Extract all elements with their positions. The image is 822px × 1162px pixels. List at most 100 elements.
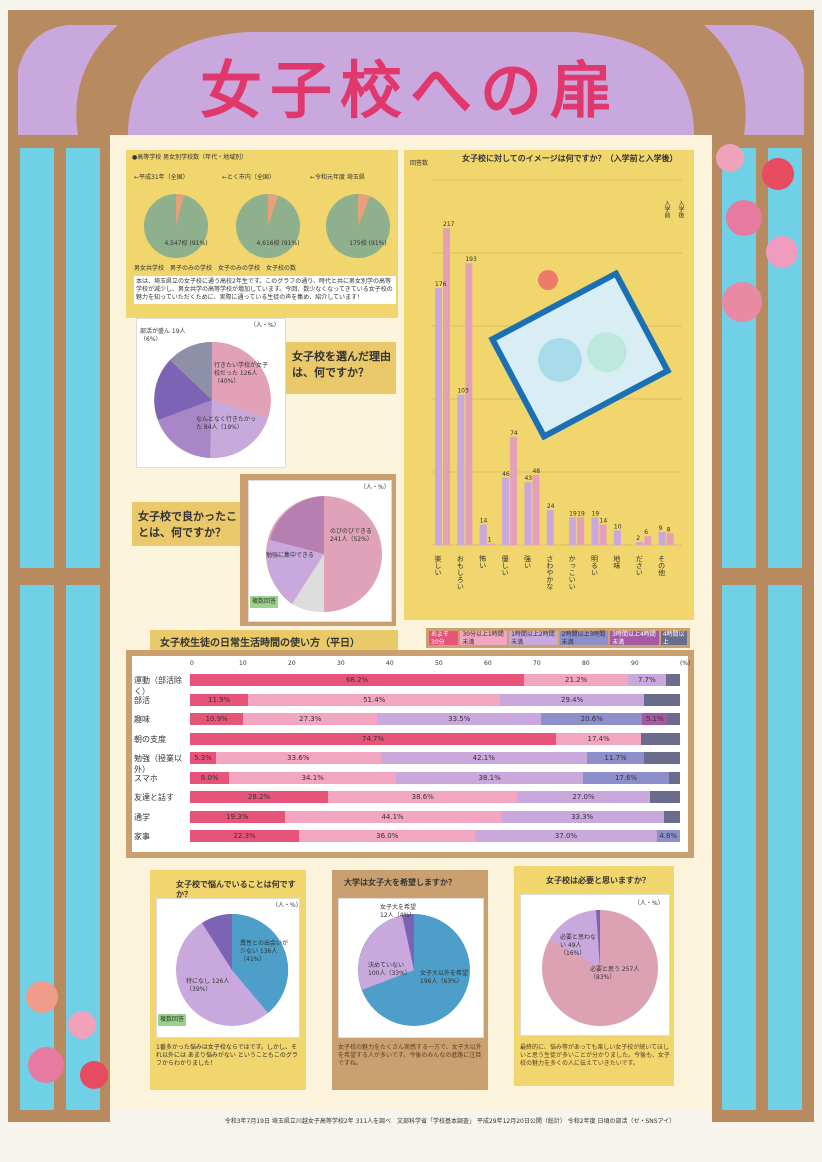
right-glass-3 [722, 585, 756, 1110]
time-bar-row: 11.9% 51.4% 29.4% [190, 693, 680, 706]
need-heading: 女子校は必要と思いますか？ [546, 876, 650, 885]
bar-after [599, 524, 607, 545]
bar-segment: 11.9% [190, 693, 249, 706]
school-pies [144, 193, 390, 258]
right-glass-2 [768, 148, 802, 568]
reason-label-7: 部活が盛ん 19人（6%） [140, 328, 186, 343]
bar-value-label: 9 [659, 525, 663, 532]
bar-segment: 7.7% [628, 674, 666, 686]
flower-decoration-left [26, 981, 108, 1089]
reason-pie [154, 341, 271, 459]
axis-tick: 30 [337, 660, 345, 667]
category-label: 地味 [613, 554, 621, 570]
time-bar-row: 19.3% 44.1% 33.3% [190, 810, 680, 823]
left-glass-3 [20, 585, 54, 1110]
legend-item: およそ30分 [429, 631, 459, 646]
legend-item: 3時間以上4時間未満 [610, 631, 659, 646]
bar-value-label: 193 [465, 256, 477, 263]
bar-segment-rest [641, 732, 680, 745]
need-unit: （人・%） [634, 900, 664, 907]
image-y-label: 回答数 [410, 160, 429, 167]
left-glass-2 [66, 148, 100, 568]
univ-heading: 大学は女子大を希望しますか？ [344, 878, 456, 887]
bar-segment: 28.2% [190, 791, 329, 803]
bar-before [457, 394, 465, 545]
bar-segment: 33.5% [377, 713, 542, 725]
time-bar-row: 5.3% 33.6% 42.1% 11.7% [190, 752, 680, 764]
bar-before [502, 477, 510, 545]
worry-label-1: 異性との出会いが少ない 136人（41%） [240, 940, 288, 963]
bar-segment: 4.8% [656, 830, 680, 842]
good-badge: 複数回答 [250, 596, 279, 608]
axis-tick: 10 [239, 660, 247, 667]
row-label: 勉強（授業以外） [134, 754, 182, 774]
bar-before [636, 542, 644, 545]
row-label: 通学 [134, 812, 150, 822]
time-bar-row: 68.2% 21.2% 7.7% [190, 674, 680, 686]
bar-segment-rest [665, 674, 680, 686]
worry-pie [176, 913, 289, 1026]
bar-value-label: 10 [614, 523, 622, 530]
page-title: 女子校への扉 [199, 54, 620, 127]
axis-tick: 60 [484, 660, 492, 667]
need-label-2: 必要と思わない 49人（16%） [560, 934, 597, 957]
bar-segment: 51.4% [248, 693, 501, 706]
legend-item: 30分以上1時間未満 [460, 631, 508, 646]
school-legend: 男女共学校 男子のみの学校 女子のみの学校 女子校の数 [134, 265, 297, 272]
students-photo [488, 270, 672, 440]
bar-segment: 34.1% [229, 771, 397, 784]
worry-label-2: 特になし 126人（39%） [186, 978, 230, 993]
pie2-caption: ←とく市内（全国） [222, 174, 275, 181]
bar-after [487, 543, 495, 545]
good-label-main: のびのびできる 241人（52%） [330, 528, 373, 543]
time-heading [150, 630, 398, 650]
bar-segment: 20.6% [541, 713, 643, 725]
axis-tick: 0 [190, 660, 194, 667]
bar-segment: 42.1% [380, 752, 587, 764]
school-body: 本は、埼玉県立の女子校に通う高校2年生です。このグラフの通り、時代と共に男女別学… [134, 276, 396, 304]
time-bar-row: 22.3% 36.0% 37.0% 4.8% [190, 830, 680, 842]
bar-segment-rest [667, 713, 680, 725]
bar-before [591, 517, 599, 545]
bar-segment: 44.1% [284, 810, 501, 823]
pie3-caption: ←令和元年度 埼玉県 [310, 174, 365, 181]
worry-note: 1番多かった悩みは女子校ならではです。しかし、それ以外には あまり悩みがない と… [156, 1044, 298, 1067]
time-heading-text: 女子校生徒の日常生活時間の使い方（平日） [160, 638, 360, 649]
bar-value-label: 19 [592, 510, 600, 517]
row-label: 友達と話す [134, 793, 174, 802]
bar-segment: 68.2% [190, 674, 525, 686]
reason-heading [286, 342, 396, 394]
bar-value-label: 19 [577, 510, 585, 517]
univ-label-2: 決めていない 100人（33%） [368, 962, 411, 977]
bar-after [577, 517, 585, 545]
image-legend-after: 入学後 [677, 200, 684, 218]
bar-segment: 10.9% [190, 713, 244, 725]
row-label: 運動（部活除く） [134, 676, 182, 696]
time-bar-row: 8.0% 34.1% 38.1% 17.6% [190, 771, 680, 784]
worry-heading: 女子校で悩んでいることは何ですか？ [176, 880, 296, 899]
image-chart-heading: 女子校に対してのイメージは何ですか？（入学前と入学後） [462, 154, 678, 163]
bar-segment: 27.0% [517, 791, 650, 803]
good-unit: （人・%） [360, 484, 390, 491]
bar-segment-rest [644, 752, 680, 764]
category-label: 怖い [479, 554, 487, 569]
flower-decoration-right [716, 144, 798, 322]
reason-label-main: 行きたい学校が女子校だった 126人（40%） [214, 362, 269, 385]
legend-item: 1時間以上2時間未満 [509, 631, 558, 646]
bar-value-label: 217 [443, 221, 455, 228]
pie3-label: 175校 (91%) [349, 240, 387, 247]
time-axis: 0 10 20 30 40 50 60 70 80 90 (%) [190, 660, 690, 670]
arch-top [8, 10, 814, 135]
bar-segment: 19.3% [190, 810, 285, 823]
category-label: さわやかな [546, 555, 554, 590]
time-bar-row: 28.2% 38.6% 27.0% [190, 791, 680, 803]
row-label: 朝の支度 [134, 734, 166, 744]
bar-value-label: 24 [547, 503, 555, 510]
univ-label-1: 女子大以外を希望 196人（63%） [420, 970, 469, 985]
pie1-label: 4,547校 (91%) [164, 240, 208, 247]
good-heading [132, 502, 242, 546]
need-label-1: 必要と思う 257人（83%） [590, 966, 640, 981]
bar-value-label: 14 [600, 518, 608, 525]
row-label: 家事 [134, 832, 150, 841]
